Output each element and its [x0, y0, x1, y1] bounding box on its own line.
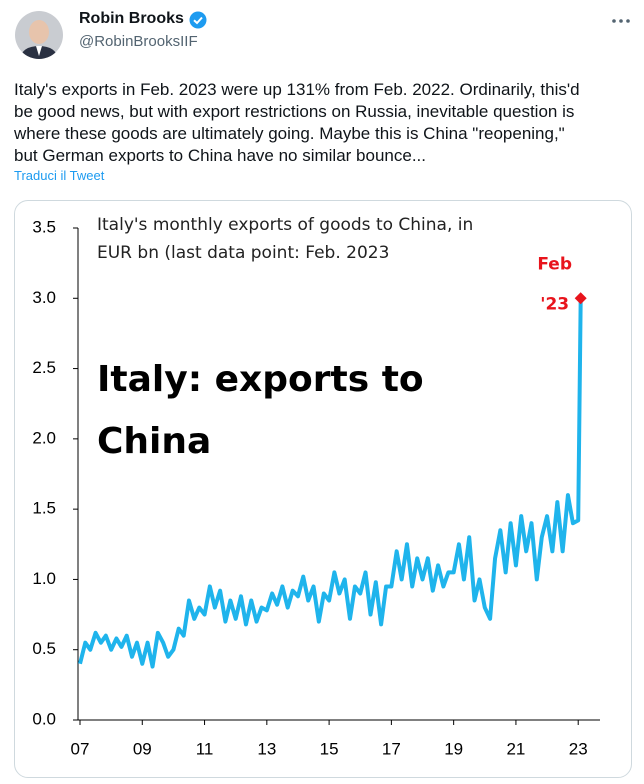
chart-title: EUR bn (last data point: Feb. 2023: [97, 243, 389, 263]
tweet-text: but German exports to China have no simi…: [14, 146, 426, 165]
tweet-text: Italy's exports in Feb. 2023 were up 131…: [14, 80, 580, 99]
x-tick-label: 15: [320, 739, 339, 758]
verified-badge: [189, 11, 207, 29]
chart-title: Italy's monthly exports of goods to Chin…: [97, 215, 473, 235]
author-name[interactable]: Robin Brooks: [79, 10, 184, 27]
last-point-label: Feb: [537, 254, 572, 274]
media-card[interactable]: 0.0 0.5 1.0 1.5 2.0 2.5 3.0 3.5 07 09 11 13 15 17 19 21…: [14, 200, 632, 778]
x-tick-label: 23: [569, 739, 588, 758]
x-tick-label: 11: [196, 739, 214, 758]
y-tick-label: 3.0: [32, 288, 56, 307]
more-menu[interactable]: [610, 14, 632, 28]
data-line: [78, 298, 583, 669]
x-tick-label: 09: [133, 739, 152, 758]
y-tick-label: 0.0: [32, 709, 56, 728]
y-tick-label: 0.5: [32, 639, 56, 658]
chart: 0.0 0.5 1.0 1.5 2.0 2.5 3.0 3.5 07 09 11 13 15 17 19 21…: [32, 215, 600, 758]
last-point-marker: [574, 292, 587, 305]
author-handle[interactable]: @RobinBrooksIIF: [79, 33, 198, 50]
last-point-label: '23: [540, 294, 569, 314]
tweet-text: be good news, but with export restrictio…: [14, 102, 575, 121]
y-tick-label: 3.5: [32, 217, 56, 236]
y-tick-label: 1.0: [32, 569, 56, 588]
y-tick-label: 1.5: [32, 499, 56, 518]
annotation: China: [97, 421, 211, 462]
x-tick-label: 21: [506, 739, 525, 758]
x-tick-label: 19: [444, 739, 463, 758]
x-tick-label: 13: [257, 739, 276, 758]
y-tick-label: 2.5: [32, 358, 56, 377]
annotation: Italy: exports to: [97, 359, 424, 400]
avatar[interactable]: [14, 10, 64, 60]
tweet-text: where these goods are ultimately going. …: [14, 124, 565, 143]
translate-link[interactable]: Traduci il Tweet: [14, 168, 105, 183]
y-tick-label: 2.0: [32, 428, 56, 447]
x-tick-label: 17: [382, 739, 401, 758]
x-tick-label: 07: [71, 739, 90, 758]
